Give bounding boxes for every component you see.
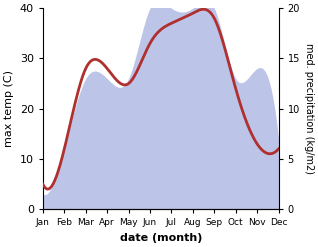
Y-axis label: med. precipitation (kg/m2): med. precipitation (kg/m2): [304, 43, 314, 174]
Y-axis label: max temp (C): max temp (C): [4, 70, 14, 147]
X-axis label: date (month): date (month): [120, 233, 202, 243]
